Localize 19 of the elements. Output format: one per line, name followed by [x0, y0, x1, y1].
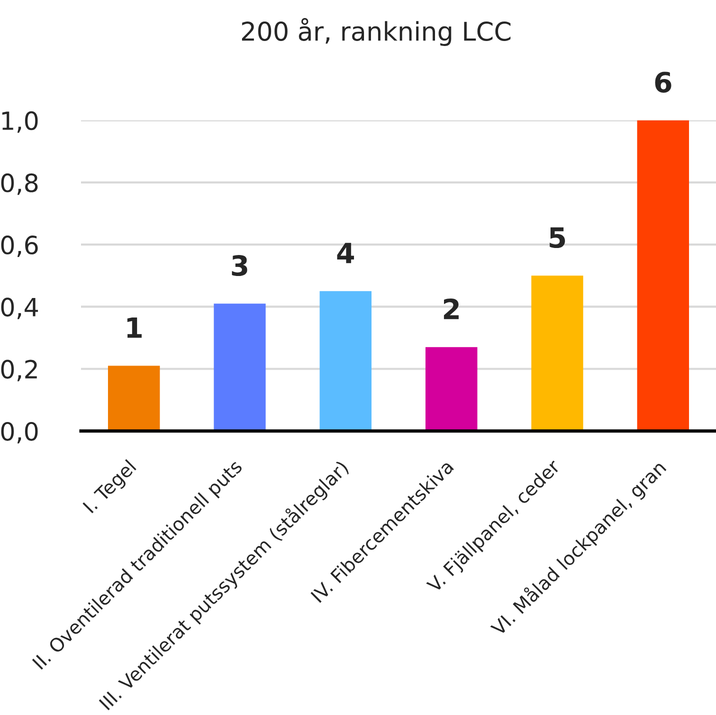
- y-tick-label: 1,0: [2, 111, 38, 133]
- annotation: 4: [337, 242, 354, 264]
- annotation: 6: [655, 72, 672, 93]
- y-tick-label: 0,0: [1, 422, 38, 444]
- bar: [320, 291, 372, 431]
- y-tick-label: 0,4: [1, 298, 38, 320]
- annotation: 3: [232, 255, 248, 276]
- y-tick-label: 0,2: [1, 360, 37, 382]
- y-tick-label: 0,6: [1, 236, 38, 257]
- annotation: 5: [550, 227, 565, 248]
- annotation: 2: [444, 298, 459, 320]
- bar: [531, 276, 584, 431]
- bar: [108, 366, 160, 431]
- y-tick-label: 0,8: [1, 173, 38, 195]
- bar: [637, 120, 690, 431]
- bar: [214, 304, 266, 431]
- chart-title: 200 år, rankning LCC: [242, 18, 510, 46]
- bar: [425, 347, 478, 431]
- annotation: 1: [127, 318, 142, 338]
